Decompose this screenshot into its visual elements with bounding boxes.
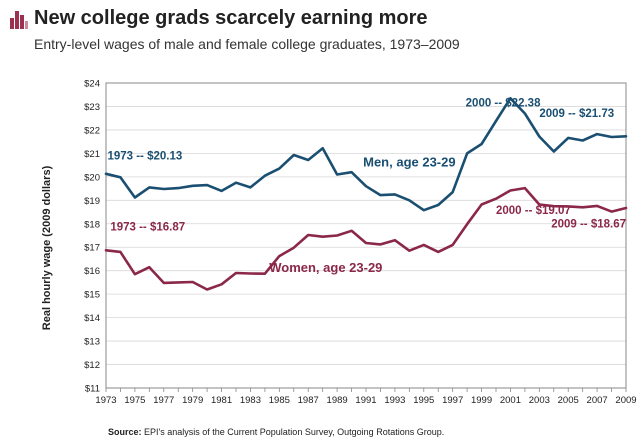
y-tick-label: $14 xyxy=(84,313,100,324)
x-tick-label: 1999 xyxy=(471,395,492,406)
page-subtitle: Entry-level wages of male and female col… xyxy=(34,36,460,52)
y-tick-label: $24 xyxy=(84,79,100,90)
annotation-label: 2000 -- $22.38 xyxy=(466,97,541,109)
y-tick-label: $19 xyxy=(84,196,100,207)
x-tick-label: 2005 xyxy=(558,395,579,406)
women-series-line xyxy=(104,186,628,291)
series-labels: Men, age 23-29 Women, age 23-29 xyxy=(269,154,455,275)
annotation-label: 1973 -- $16.87 xyxy=(110,221,185,233)
y-axis-label: Real hourly wage (2009 dollars) xyxy=(41,165,53,330)
x-tick-label: 2009 xyxy=(615,395,636,406)
annotation-label: 1973 -- $20.13 xyxy=(107,151,182,163)
y-tick-label: $20 xyxy=(84,172,100,183)
x-tick-label: 1993 xyxy=(384,395,405,406)
x-tick-label: 1981 xyxy=(211,395,232,406)
annotation-label: 2000 -- $19.07 xyxy=(496,205,571,217)
bar-chart-icon xyxy=(10,11,28,29)
y-tick-label: $17 xyxy=(84,243,100,254)
y-tick-label: $15 xyxy=(84,290,100,301)
page-title: New college grads scarcely earning more xyxy=(34,7,428,29)
x-tick-label: 1983 xyxy=(240,395,261,406)
source-note: Source: EPI's analysis of the Current Po… xyxy=(108,427,444,437)
y-tick-label: $13 xyxy=(84,337,100,348)
y-tick-label: $23 xyxy=(84,102,100,113)
gridlines xyxy=(106,106,626,365)
x-tick-label: 1991 xyxy=(355,395,376,406)
x-tick-label: 1977 xyxy=(153,395,174,406)
y-tick-label: $18 xyxy=(84,219,100,230)
y-tick-labels: $11 $12 $13 $14 $15 $16 $17 $18 $19 $20 $21 $22 $23 $… xyxy=(84,79,100,395)
series-lines xyxy=(104,97,628,291)
source-text: EPI's analysis of the Current Population… xyxy=(141,427,445,437)
x-tick-label: 2003 xyxy=(529,395,550,406)
x-tick-label: 1985 xyxy=(269,395,290,406)
x-tick-label: 1987 xyxy=(298,395,319,406)
axes xyxy=(105,82,627,392)
women-series-label: Women, age 23-29 xyxy=(269,260,382,275)
y-tick-label: $22 xyxy=(84,125,100,136)
annotation-label: 2009 -- $21.73 xyxy=(539,108,614,120)
x-tick-label: 1975 xyxy=(124,395,145,406)
y-tick-label: $12 xyxy=(84,360,100,371)
plot-frame xyxy=(105,82,627,389)
x-tick-label: 1995 xyxy=(413,395,434,406)
annotation-label: 2009 -- $18.67 xyxy=(551,218,626,230)
x-tick-label: 1979 xyxy=(182,395,203,406)
y-tick-label: $11 xyxy=(85,384,100,395)
y-tick-label: $21 xyxy=(84,149,100,160)
y-tick-label: $16 xyxy=(84,266,100,277)
x-tick-label: 1973 xyxy=(95,395,116,406)
x-tick-label: 1989 xyxy=(327,395,348,406)
x-tick-label: 1997 xyxy=(442,395,463,406)
source-label: Source: xyxy=(108,427,142,437)
x-tick-label: 2001 xyxy=(500,395,521,406)
men-series-line xyxy=(104,97,628,212)
men-series-label: Men, age 23-29 xyxy=(363,154,456,169)
x-tick-label: 2007 xyxy=(587,395,608,406)
x-tick-labels: 1973 1975 1977 1979 1981 1983 1985 1987 1989 1991… xyxy=(95,395,636,406)
